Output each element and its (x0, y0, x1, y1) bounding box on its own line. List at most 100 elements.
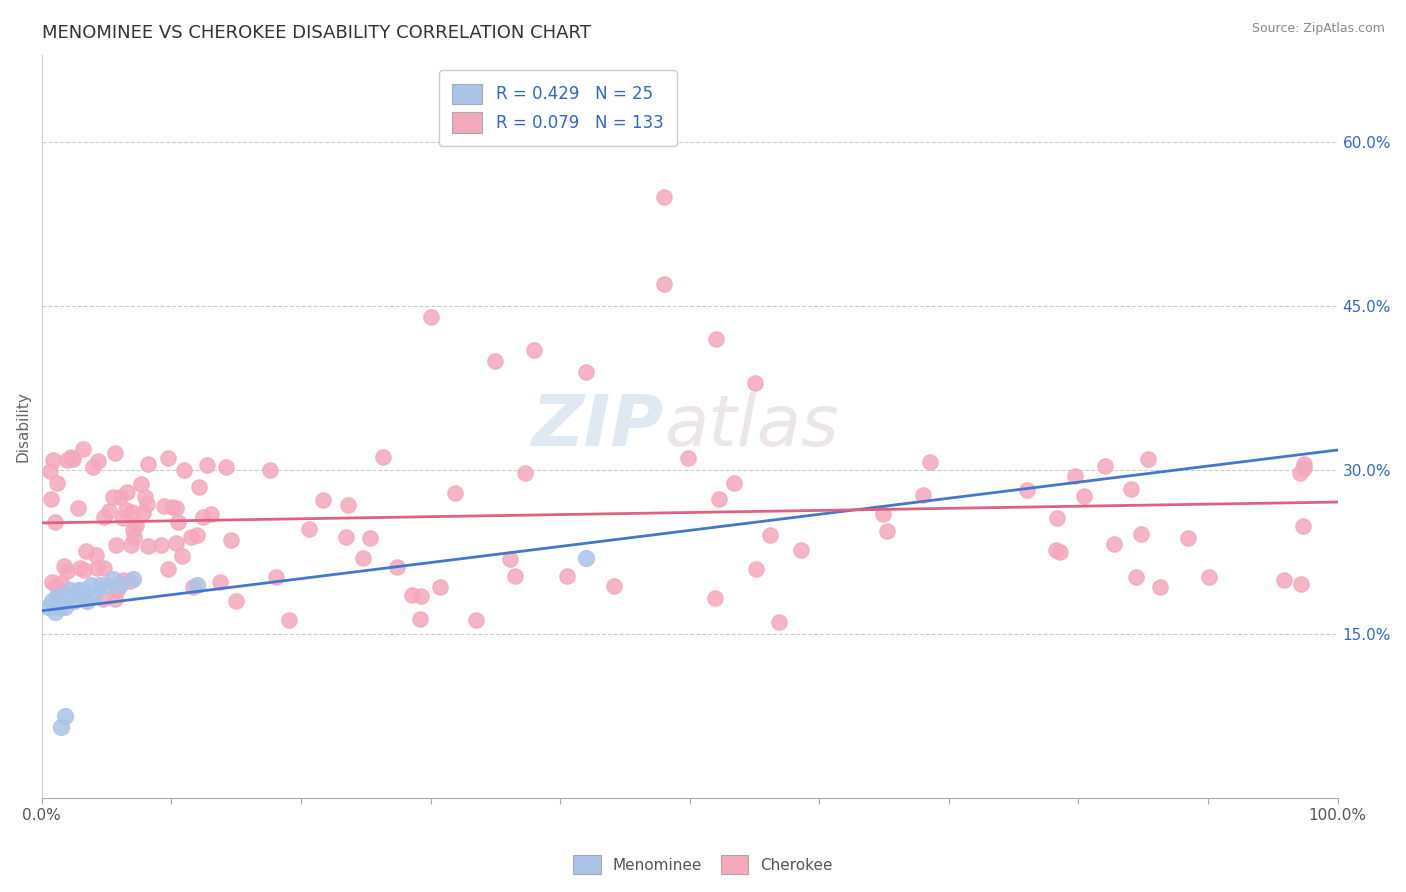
Point (1136, 451, 1159, 466)
Point (51, 594, 73, 608)
Point (1294, 461, 1316, 475)
Point (121, 504, 143, 518)
Text: Source: ZipAtlas.com: Source: ZipAtlas.com (1251, 22, 1385, 36)
Point (523, 343, 546, 357)
Point (499, 552, 522, 566)
Point (744, 376, 766, 390)
Point (745, 561, 768, 575)
Point (80, 578, 103, 592)
Point (180, 530, 202, 544)
Point (49, 593, 72, 607)
Point (225, 594, 247, 608)
Text: MENOMINEE VS CHEROKEE DISABILITY CORRELATION CHART: MENOMINEE VS CHEROKEE DISABILITY CORRELA… (42, 24, 591, 42)
Point (652, 190, 675, 204)
Point (59, 583, 82, 598)
Point (122, 523, 145, 537)
Point (153, 499, 176, 513)
Point (312, 493, 335, 508)
Point (165, 500, 187, 515)
Y-axis label: Disability: Disability (15, 391, 30, 462)
Point (86, 561, 108, 575)
Point (51, 720, 73, 734)
Point (464, 613, 486, 627)
Point (1094, 459, 1116, 474)
Point (101, 573, 124, 587)
Point (419, 310, 441, 324)
Point (53, 559, 76, 574)
Point (75, 543, 97, 558)
Point (195, 458, 218, 473)
Point (1292, 519, 1315, 533)
Point (149, 538, 172, 552)
Point (101, 490, 124, 504)
Point (188, 480, 211, 494)
Point (1046, 510, 1069, 524)
Point (37, 599, 59, 614)
Point (108, 578, 131, 592)
Point (49, 599, 72, 614)
Point (93, 510, 115, 524)
Point (72, 442, 94, 457)
Point (115, 484, 138, 499)
Point (73, 564, 96, 578)
Point (872, 507, 894, 521)
Point (200, 507, 222, 521)
Point (1015, 483, 1038, 498)
Point (39, 492, 62, 507)
Point (46, 589, 69, 603)
Point (709, 492, 731, 507)
Legend: R = 0.429   N = 25, R = 0.079   N = 133: R = 0.429 N = 25, R = 0.079 N = 133 (439, 70, 676, 146)
Point (44, 605, 66, 619)
Point (167, 515, 190, 529)
Point (337, 498, 360, 512)
Point (401, 588, 423, 602)
Point (1177, 531, 1199, 545)
Point (42, 453, 65, 467)
Point (768, 615, 790, 629)
Point (215, 459, 238, 474)
Point (1272, 573, 1295, 587)
Point (758, 528, 780, 542)
Point (221, 533, 243, 547)
Point (82, 460, 104, 475)
Point (1125, 570, 1147, 584)
Point (676, 450, 699, 465)
Point (105, 538, 128, 552)
Point (156, 562, 179, 576)
Point (723, 476, 745, 491)
Point (72, 583, 94, 598)
Point (45, 578, 67, 592)
Point (443, 486, 465, 500)
Point (1288, 466, 1310, 480)
Point (1045, 543, 1067, 558)
Point (186, 578, 208, 592)
Point (173, 462, 195, 476)
Point (132, 507, 155, 521)
Point (121, 573, 143, 587)
Point (62, 451, 84, 466)
Point (112, 510, 135, 524)
Point (385, 559, 408, 574)
Point (704, 332, 727, 346)
Point (136, 457, 159, 471)
Point (91, 591, 114, 606)
Point (1119, 482, 1142, 496)
Point (41, 594, 63, 608)
Point (97, 504, 120, 518)
Point (191, 509, 214, 524)
Point (704, 591, 727, 605)
Point (134, 491, 156, 505)
Point (298, 522, 321, 536)
Point (108, 491, 131, 505)
Point (56, 453, 79, 467)
Point (165, 536, 187, 550)
Point (352, 551, 374, 566)
Point (104, 445, 127, 459)
Point (876, 524, 898, 538)
Point (409, 611, 432, 625)
Point (790, 542, 813, 557)
Point (41, 575, 63, 590)
Point (84, 548, 107, 562)
Point (371, 450, 394, 465)
Point (45, 475, 67, 490)
